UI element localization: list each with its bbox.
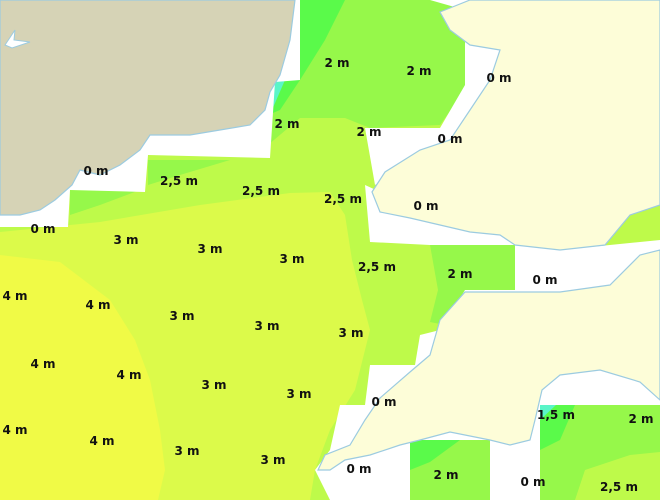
height-label: 2 m: [433, 468, 459, 482]
zone-1-5m-south: [410, 440, 460, 470]
zone-1-5m-southeast: [540, 405, 575, 450]
height-label: 4 m: [85, 298, 111, 312]
height-label: 3 m: [169, 309, 195, 323]
height-label: 0 m: [346, 462, 372, 476]
height-label: 2,5 m: [160, 174, 198, 188]
zone-2m-west: [148, 160, 230, 185]
height-label: 2 m: [447, 267, 473, 281]
zone-1-5m-north: [268, 0, 345, 115]
zone-2m-west2: [70, 190, 140, 215]
height-label: 3 m: [174, 444, 200, 458]
height-label: 4 m: [89, 434, 115, 448]
zone-4m: [0, 255, 165, 500]
height-label: 2 m: [274, 117, 300, 131]
height-label: 2 m: [628, 412, 654, 426]
height-label: 0 m: [371, 395, 397, 409]
height-label: 0 m: [30, 222, 56, 236]
zone-2-5m-southeast: [575, 452, 660, 500]
height-label: 3 m: [260, 453, 286, 467]
height-label: 1,5 m: [537, 408, 575, 422]
no-data-north-east: [365, 0, 500, 185]
height-label: 3 m: [201, 378, 227, 392]
height-label: 2 m: [324, 56, 350, 70]
height-label: 3 m: [113, 233, 139, 247]
height-label: 2 m: [356, 125, 382, 139]
height-label: 4 m: [2, 289, 28, 303]
land-east-north: [371, 0, 660, 251]
height-label: 4 m: [116, 368, 142, 382]
land-west: [0, 0, 296, 216]
height-label: 3 m: [338, 326, 364, 340]
height-label: 3 m: [286, 387, 312, 401]
height-label: 2,5 m: [242, 184, 280, 198]
height-label: 0 m: [413, 199, 439, 213]
height-label: 2 m: [406, 64, 432, 78]
height-label: 2,5 m: [324, 192, 362, 206]
island-west: [4, 29, 31, 49]
height-label: 0 m: [486, 71, 512, 85]
height-label: 4 m: [30, 357, 56, 371]
zone-2m-east: [430, 245, 515, 325]
height-label: 0 m: [520, 475, 546, 489]
height-label: 3 m: [254, 319, 280, 333]
zone-1m-southeast: [540, 405, 556, 420]
height-label: 0 m: [437, 132, 463, 146]
height-label: 4 m: [2, 423, 28, 437]
height-label: 2,5 m: [358, 260, 396, 274]
height-label: 2,5 m: [600, 480, 638, 494]
height-label: 0 m: [83, 164, 109, 178]
height-label: 3 m: [197, 242, 223, 256]
land-east-south: [317, 249, 660, 471]
height-label: 3 m: [279, 252, 305, 266]
height-label: 0 m: [532, 273, 558, 287]
